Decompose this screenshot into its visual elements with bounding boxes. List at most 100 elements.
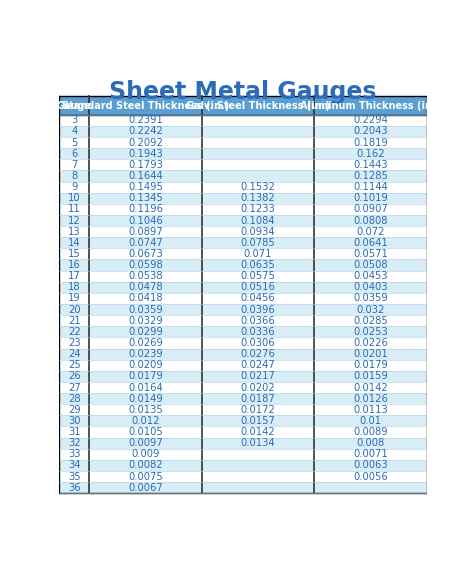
Bar	[202, 438, 314, 448]
Text: 20: 20	[68, 304, 81, 315]
Text: 0.0126: 0.0126	[353, 393, 388, 404]
Text: 0.0187: 0.0187	[241, 393, 275, 404]
Text: 0.0907: 0.0907	[353, 204, 388, 214]
Text: 0.0113: 0.0113	[353, 405, 388, 415]
Bar	[314, 159, 427, 171]
Text: 0.1382: 0.1382	[241, 193, 275, 203]
Text: 19: 19	[68, 294, 81, 303]
Text: 0.0747: 0.0747	[128, 238, 163, 248]
Bar	[59, 171, 90, 181]
Text: 0.009: 0.009	[131, 449, 160, 459]
Bar	[202, 382, 314, 393]
Text: 0.0179: 0.0179	[353, 360, 388, 370]
Text: 0.012: 0.012	[131, 416, 160, 426]
Text: 0.0239: 0.0239	[128, 349, 163, 359]
Text: 0.0456: 0.0456	[241, 294, 275, 303]
Text: 0.1019: 0.1019	[353, 193, 388, 203]
Bar	[59, 96, 90, 115]
Bar	[202, 181, 314, 193]
Text: 0.0097: 0.0097	[128, 438, 163, 448]
Bar	[59, 337, 90, 349]
Bar	[90, 237, 202, 248]
Text: 35: 35	[68, 472, 81, 481]
Text: 0.071: 0.071	[244, 249, 272, 259]
Text: 25: 25	[68, 360, 81, 370]
Bar	[314, 471, 427, 482]
Text: 4: 4	[71, 126, 77, 137]
Bar	[202, 115, 314, 126]
Bar	[59, 181, 90, 193]
Bar	[314, 416, 427, 426]
Text: 0.0089: 0.0089	[353, 427, 388, 437]
Text: 0.0336: 0.0336	[241, 327, 275, 337]
Bar	[59, 471, 90, 482]
Text: 22: 22	[68, 327, 81, 337]
Bar	[314, 337, 427, 349]
Text: Galv. Steel Thickness (in.): Galv. Steel Thickness (in.)	[186, 100, 330, 111]
Bar	[59, 137, 90, 148]
Bar	[314, 404, 427, 416]
Bar	[202, 215, 314, 226]
Text: 0.0897: 0.0897	[128, 227, 163, 236]
Bar	[90, 404, 202, 416]
Bar	[314, 181, 427, 193]
Text: 0.0808: 0.0808	[353, 215, 388, 226]
Bar	[314, 193, 427, 204]
Bar	[59, 248, 90, 260]
Bar	[314, 260, 427, 270]
Text: 0.2294: 0.2294	[353, 115, 388, 125]
Text: 0.0105: 0.0105	[128, 427, 163, 437]
Bar	[59, 404, 90, 416]
Text: 0.0359: 0.0359	[128, 304, 163, 315]
Bar	[314, 382, 427, 393]
Bar	[314, 426, 427, 438]
Text: 0.0276: 0.0276	[240, 349, 275, 359]
Bar	[202, 237, 314, 248]
Bar	[314, 237, 427, 248]
Text: 0.1084: 0.1084	[241, 215, 275, 226]
Text: 0.0134: 0.0134	[241, 438, 275, 448]
Text: 0.1644: 0.1644	[128, 171, 163, 181]
Bar	[202, 126, 314, 137]
Text: 0.0253: 0.0253	[353, 327, 388, 337]
Text: 0.0306: 0.0306	[241, 338, 275, 348]
Bar	[90, 282, 202, 293]
Bar	[59, 282, 90, 293]
Text: 15: 15	[68, 249, 81, 259]
Text: 0.032: 0.032	[356, 304, 384, 315]
Text: 0.0329: 0.0329	[128, 316, 163, 325]
Text: 14: 14	[68, 238, 81, 248]
Bar	[202, 460, 314, 471]
Text: 0.2092: 0.2092	[128, 138, 163, 147]
Bar	[314, 438, 427, 448]
Text: 0.0179: 0.0179	[128, 371, 163, 382]
Bar	[59, 482, 90, 493]
Bar	[59, 349, 90, 359]
Text: 9: 9	[71, 182, 77, 192]
Text: 0.0359: 0.0359	[353, 294, 388, 303]
Bar	[90, 337, 202, 349]
Bar	[59, 315, 90, 326]
Text: Gauge: Gauge	[57, 100, 92, 111]
Text: 0.2043: 0.2043	[353, 126, 388, 137]
Bar	[90, 215, 202, 226]
Text: 0.0635: 0.0635	[241, 260, 275, 270]
Bar	[202, 248, 314, 260]
Text: 0.0071: 0.0071	[353, 449, 388, 459]
Text: 0.1943: 0.1943	[128, 149, 163, 159]
Bar	[314, 215, 427, 226]
Bar	[202, 482, 314, 493]
Bar	[314, 304, 427, 315]
Bar	[314, 359, 427, 371]
Text: 0.0149: 0.0149	[128, 393, 163, 404]
Bar	[202, 304, 314, 315]
Text: 0.072: 0.072	[356, 227, 384, 236]
Bar	[314, 315, 427, 326]
Bar	[314, 393, 427, 404]
Bar	[202, 171, 314, 181]
Bar	[90, 471, 202, 482]
Bar	[59, 326, 90, 337]
Bar	[314, 126, 427, 137]
Bar	[202, 204, 314, 215]
Text: 29: 29	[68, 405, 81, 415]
